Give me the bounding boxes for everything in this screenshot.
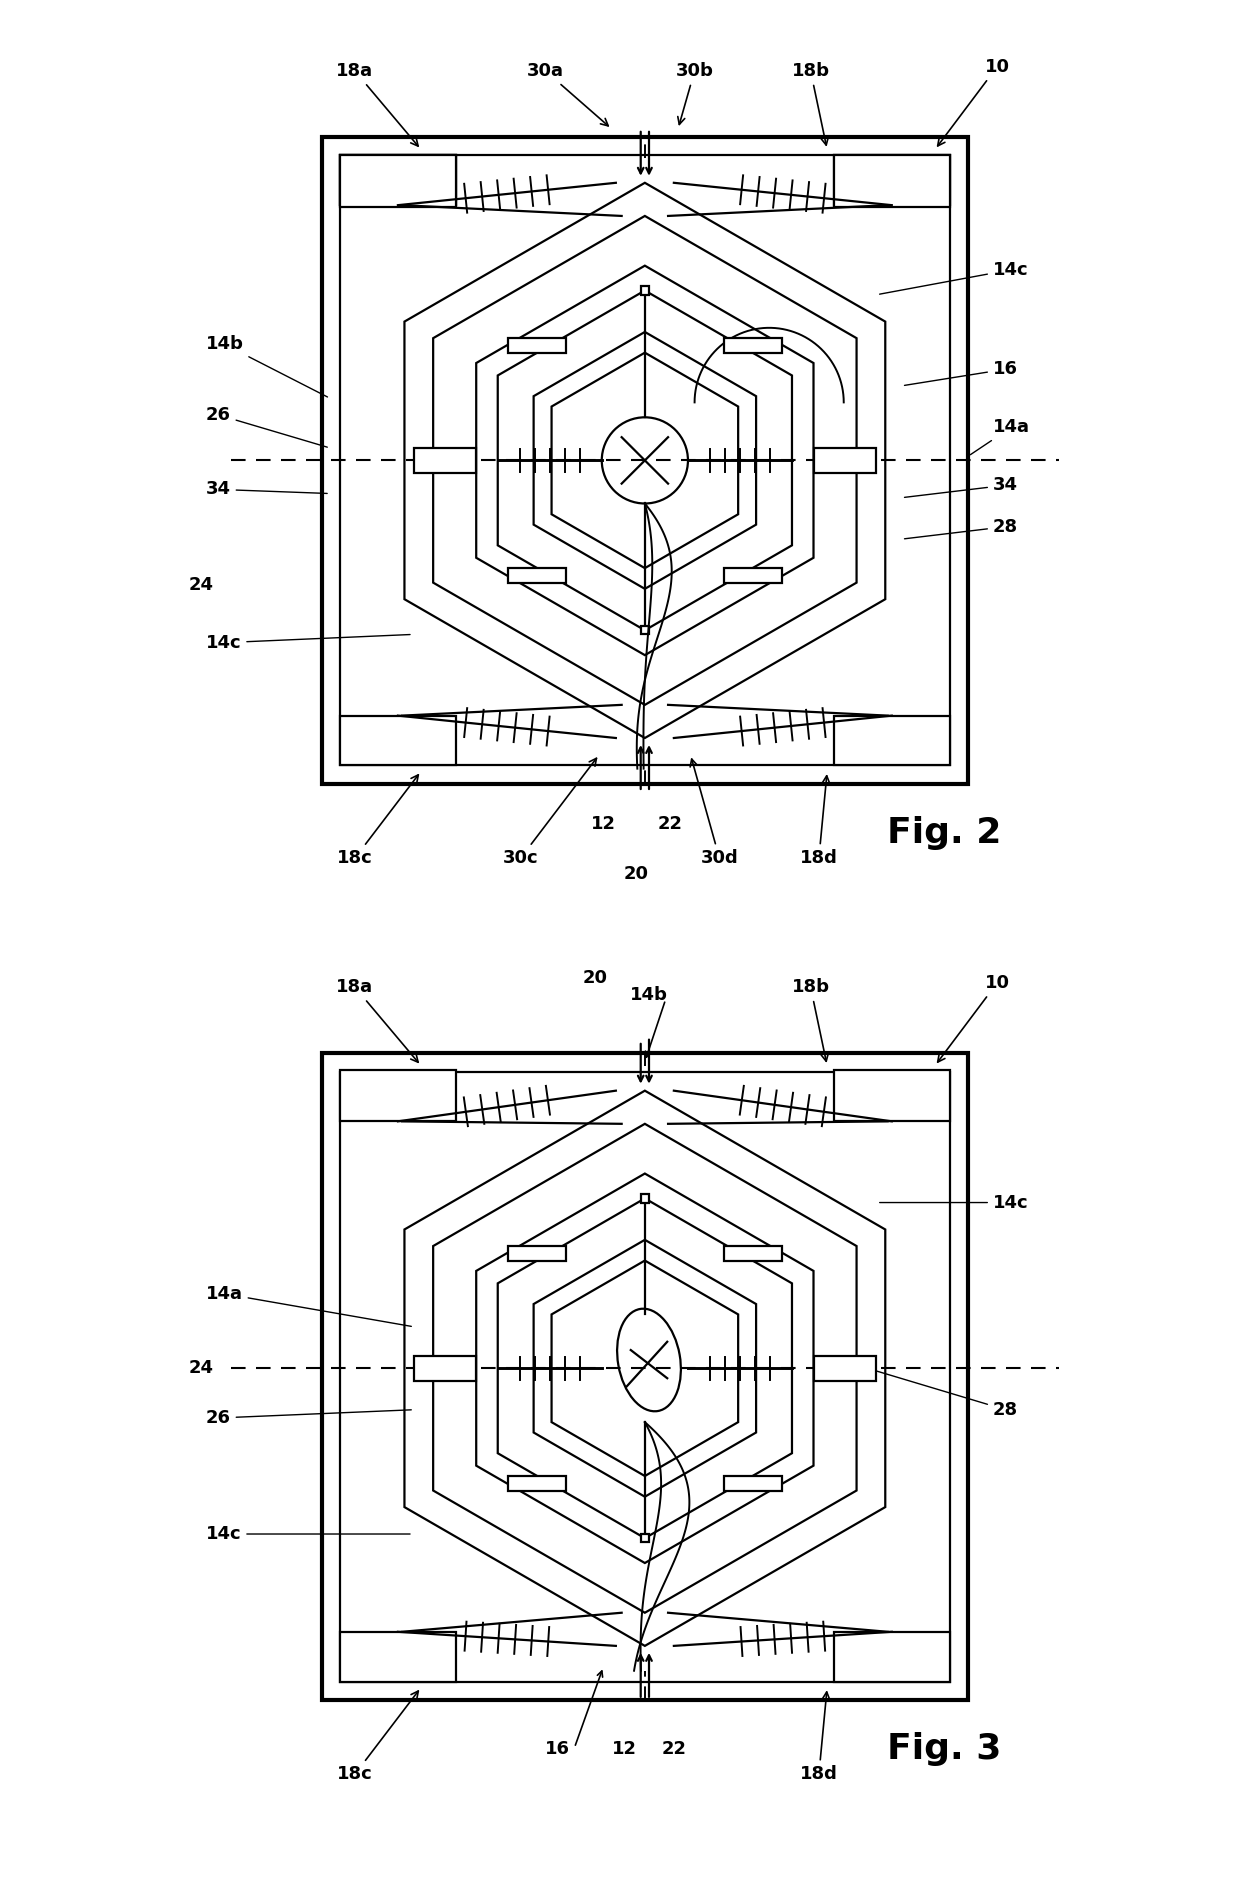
Bar: [641, 625, 649, 635]
Text: 26: 26: [206, 406, 327, 448]
Text: 14a: 14a: [971, 417, 1030, 455]
Text: Fig. 2: Fig. 2: [887, 816, 1001, 850]
Text: 10: 10: [937, 975, 1009, 1062]
Text: 28: 28: [870, 1370, 1018, 1419]
Text: 14c: 14c: [206, 633, 410, 652]
Text: 18a: 18a: [336, 979, 418, 1062]
Text: 18c: 18c: [337, 774, 418, 867]
Text: 12: 12: [591, 816, 616, 833]
Bar: [813, 448, 875, 472]
Bar: [508, 338, 567, 353]
Bar: [724, 1245, 781, 1260]
Bar: [641, 287, 649, 295]
Bar: [833, 1632, 950, 1681]
Text: 18b: 18b: [791, 62, 830, 145]
Bar: [414, 1356, 476, 1381]
Text: 22: 22: [661, 1740, 687, 1757]
Text: 34: 34: [904, 476, 1018, 497]
Text: 30c: 30c: [502, 757, 596, 867]
Text: 30a: 30a: [527, 62, 609, 127]
Text: 20: 20: [624, 865, 649, 882]
Bar: [414, 448, 476, 472]
Bar: [724, 1475, 781, 1490]
Text: 14c: 14c: [879, 1194, 1028, 1211]
Bar: [340, 155, 456, 206]
Text: 14a: 14a: [206, 1285, 412, 1326]
Text: 10: 10: [937, 59, 1009, 145]
Text: 18d: 18d: [800, 776, 838, 867]
Text: 26: 26: [206, 1409, 412, 1426]
Text: 16: 16: [904, 361, 1018, 385]
Bar: [340, 1069, 456, 1122]
Text: 22: 22: [657, 816, 682, 833]
Text: 12: 12: [611, 1740, 636, 1757]
Bar: [641, 1194, 649, 1203]
Bar: [833, 155, 950, 206]
Text: 16: 16: [546, 1740, 570, 1757]
Bar: [813, 1356, 875, 1381]
Bar: [833, 1069, 950, 1122]
Text: 14b: 14b: [206, 336, 327, 397]
Bar: [508, 1475, 567, 1490]
Bar: [340, 716, 456, 765]
Text: 18b: 18b: [791, 979, 830, 1062]
Text: Fig. 3: Fig. 3: [887, 1732, 1001, 1766]
Text: 18d: 18d: [800, 1693, 838, 1783]
Bar: [508, 1245, 567, 1260]
Text: 14b: 14b: [630, 986, 668, 1003]
Text: 30d: 30d: [691, 759, 738, 867]
Text: 18a: 18a: [336, 62, 418, 145]
Bar: [340, 1632, 456, 1681]
Text: 24: 24: [188, 1360, 215, 1377]
Text: 18c: 18c: [337, 1691, 418, 1783]
Text: 28: 28: [904, 518, 1018, 538]
Bar: [833, 716, 950, 765]
Bar: [641, 1534, 649, 1541]
Text: 24: 24: [188, 576, 215, 593]
Text: 14c: 14c: [879, 261, 1028, 295]
Bar: [833, 155, 950, 206]
Bar: [340, 155, 456, 206]
Bar: [508, 569, 567, 584]
Bar: [724, 338, 781, 353]
Text: 30b: 30b: [676, 62, 713, 125]
Text: 20: 20: [583, 969, 608, 986]
Bar: [340, 155, 456, 206]
Text: 14c: 14c: [206, 1524, 410, 1543]
Text: 34: 34: [206, 480, 327, 499]
Bar: [724, 569, 781, 584]
